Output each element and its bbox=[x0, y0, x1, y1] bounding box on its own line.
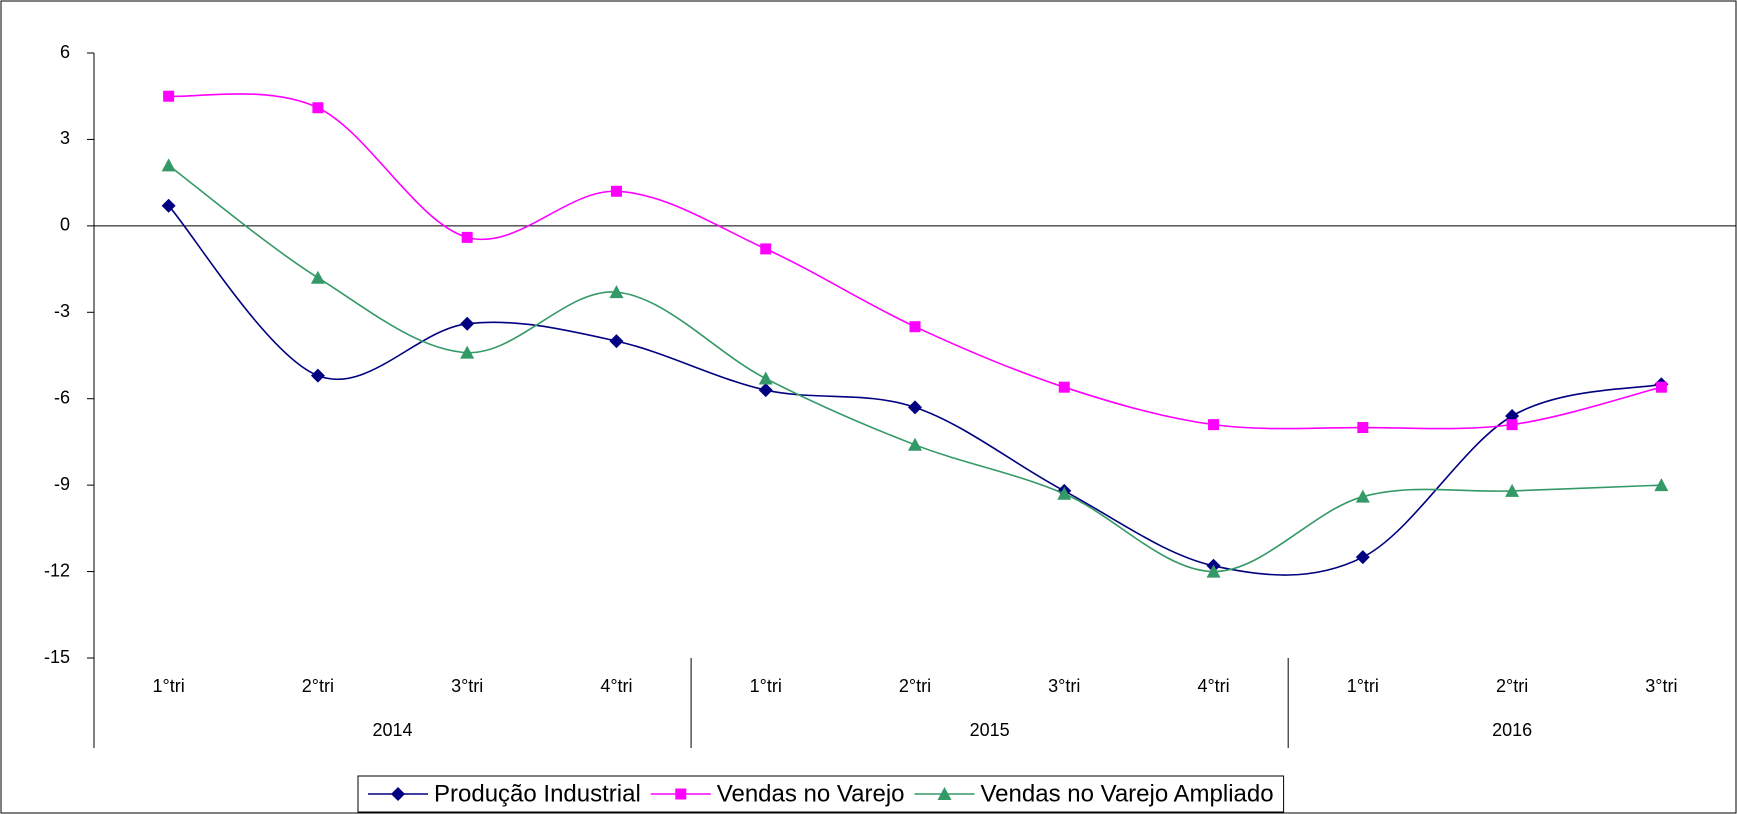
data-point bbox=[161, 198, 176, 213]
x-tick-label: 1°tri bbox=[750, 676, 782, 696]
data-point bbox=[908, 400, 922, 415]
data-point bbox=[609, 285, 624, 299]
x-tick-label: 2°tri bbox=[1496, 676, 1528, 696]
data-point bbox=[609, 334, 624, 349]
data-point bbox=[1057, 486, 1072, 500]
legend-label: Produção Industrial bbox=[434, 780, 641, 807]
y-tick-label: 3 bbox=[60, 128, 70, 148]
x-group-label: 2014 bbox=[373, 720, 413, 740]
data-point bbox=[1655, 381, 1667, 393]
data-point bbox=[163, 90, 175, 102]
data-point bbox=[1208, 419, 1220, 431]
y-tick-label: -12 bbox=[44, 560, 70, 580]
y-tick-label: -15 bbox=[44, 647, 70, 667]
data-point bbox=[908, 437, 922, 451]
data-point bbox=[310, 270, 325, 284]
legend-label: Vendas no Varejo bbox=[717, 780, 905, 807]
data-point bbox=[460, 316, 475, 331]
x-tick-label: 3°tri bbox=[1048, 676, 1080, 696]
data-point bbox=[310, 368, 325, 383]
data-point bbox=[1357, 422, 1369, 434]
legend-marker bbox=[675, 788, 687, 800]
x-group-label: 2015 bbox=[970, 720, 1010, 740]
data-point bbox=[758, 371, 773, 385]
y-tick-label: -3 bbox=[54, 301, 70, 321]
x-tick-label: 2°tri bbox=[302, 676, 334, 696]
legend-marker bbox=[937, 787, 952, 800]
x-tick-label: 4°tri bbox=[600, 676, 632, 696]
x-tick-label: 1°tri bbox=[1347, 676, 1379, 696]
x-tick-label: 3°tri bbox=[1645, 676, 1677, 696]
data-point bbox=[1355, 489, 1370, 503]
data-point bbox=[610, 185, 622, 197]
x-group-label: 2016 bbox=[1492, 720, 1532, 740]
data-point bbox=[760, 243, 772, 255]
legend-label: Vendas no Varejo Ampliado bbox=[981, 780, 1274, 807]
y-tick-label: -6 bbox=[54, 387, 70, 407]
data-point bbox=[460, 345, 475, 359]
data-point bbox=[161, 158, 176, 172]
legend-marker bbox=[391, 787, 405, 801]
legend bbox=[357, 775, 1285, 813]
data-point bbox=[1654, 478, 1669, 492]
x-tick-label: 4°tri bbox=[1197, 676, 1229, 696]
data-point bbox=[1506, 419, 1518, 431]
data-point bbox=[1355, 550, 1370, 565]
series-line bbox=[168, 93, 1662, 430]
data-point bbox=[461, 231, 473, 243]
data-point bbox=[1058, 381, 1070, 393]
data-point bbox=[909, 321, 921, 333]
y-tick-label: 0 bbox=[60, 215, 70, 235]
x-tick-label: 1°tri bbox=[153, 676, 185, 696]
x-tick-label: 2°tri bbox=[899, 676, 931, 696]
data-point bbox=[1206, 564, 1221, 578]
x-tick-label: 3°tri bbox=[451, 676, 483, 696]
y-tick-label: 6 bbox=[60, 42, 70, 62]
data-point bbox=[312, 102, 324, 114]
data-point bbox=[1505, 483, 1520, 497]
y-tick-label: -9 bbox=[54, 474, 70, 494]
data-point bbox=[758, 383, 773, 398]
